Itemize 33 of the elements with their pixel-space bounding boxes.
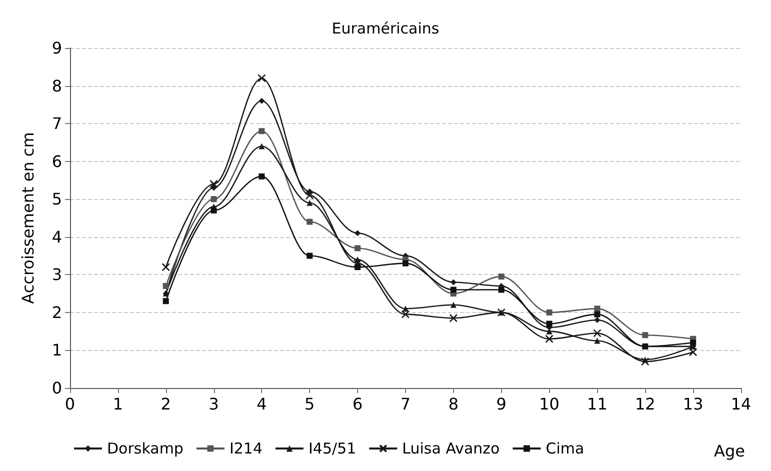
x-tick-label: 13 <box>682 394 704 414</box>
legend-label: I45/51 <box>308 440 356 458</box>
x-tick-label: 12 <box>634 394 656 414</box>
legend-label: Luisa Avanzo <box>402 440 500 458</box>
y-tick-label: 5 <box>52 190 62 209</box>
y-tick-label: 6 <box>52 152 62 171</box>
x-tick-label: 9 <box>496 394 506 414</box>
x-axis-title: Age <box>714 442 746 460</box>
legend-label: Cima <box>546 440 584 458</box>
x-tick-label: 10 <box>539 394 560 414</box>
y-tick-label: 4 <box>52 227 62 246</box>
x-tick-label: 11 <box>587 394 608 414</box>
y-tick-label: 9 <box>52 38 62 58</box>
x-tick-label: 3 <box>208 394 219 414</box>
legend-label: I214 <box>229 440 263 458</box>
x-tick-label: 4 <box>256 394 267 414</box>
legend-label: Dorskamp <box>107 440 184 458</box>
x-tick-label: 7 <box>400 394 411 414</box>
y-tick-label: 2 <box>52 302 62 322</box>
x-tick-label: 6 <box>352 394 363 414</box>
y-axis-title: Accroissement en cm <box>18 132 38 304</box>
x-tick-label: 0 <box>64 394 76 414</box>
y-tick-label: 0 <box>52 378 62 398</box>
y-tick-label: 3 <box>52 265 62 284</box>
x-tick-label: 5 <box>304 394 315 414</box>
chart-title: Euraméricains <box>332 20 440 38</box>
x-tick-label: 14 <box>730 394 752 414</box>
x-tick-label: 1 <box>112 394 124 414</box>
y-tick-label: 8 <box>52 76 62 96</box>
y-tick-label: 1 <box>52 340 62 360</box>
x-tick-label: 2 <box>160 394 171 414</box>
y-tick-label: 7 <box>52 114 62 134</box>
x-tick-label: 8 <box>448 394 459 414</box>
